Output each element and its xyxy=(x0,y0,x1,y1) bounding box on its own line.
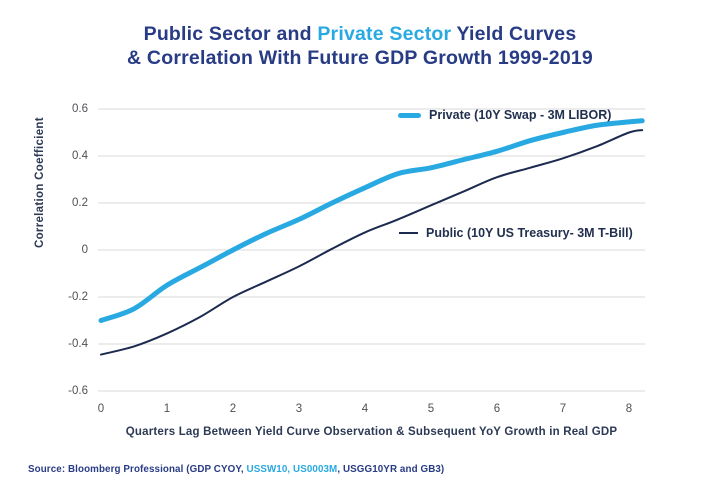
x-tick-label: 7 xyxy=(559,403,567,415)
public-line-swatch-icon xyxy=(399,232,418,234)
x-tick-label: 2 xyxy=(229,403,237,415)
source-part-cyan: USSW10, US0003M xyxy=(246,464,338,475)
y-tick-label: 0.2 xyxy=(72,197,88,209)
legend-public: Public (10Y US Treasury- 3M T-Bill) xyxy=(399,226,633,240)
public-series-line xyxy=(100,129,644,356)
y-tick-label: -0.4 xyxy=(68,338,88,350)
y-tick-label: -0.2 xyxy=(68,291,88,303)
source-part-navy: Source: Bloomberg Professional (GDP CYOY… xyxy=(28,464,247,475)
x-tick-label: 0 xyxy=(97,403,105,415)
legend-public-label: Public (10Y US Treasury- 3M T-Bill) xyxy=(426,226,633,240)
y-tick-label: 0.6 xyxy=(72,103,88,115)
x-tick-label: 5 xyxy=(427,403,435,415)
x-axis-title: Quarters Lag Between Yield Curve Observa… xyxy=(125,426,618,438)
source-part-navy-2: , USGG10YR and GB3) xyxy=(337,464,445,475)
private-series-line xyxy=(98,118,645,323)
series-lines xyxy=(98,118,645,356)
x-tick-label: 3 xyxy=(295,403,303,415)
y-tick-label: 0 xyxy=(81,244,88,256)
title-part-navy-2: Yield Curves xyxy=(451,23,577,45)
gridlines xyxy=(98,108,645,392)
x-tick-label: 4 xyxy=(361,403,369,415)
x-tick-label: 6 xyxy=(493,403,501,415)
title-part-cyan: Private Sector xyxy=(317,23,452,45)
x-tick-label: 1 xyxy=(163,403,171,415)
legend-private-label: Private (10Y Swap - 3M LIBOR) xyxy=(429,108,612,122)
title-line-2: & Correlation With Future GDP Growth 199… xyxy=(127,47,593,70)
y-tick-label: -0.6 xyxy=(68,385,88,397)
title-part-navy: Public Sector and xyxy=(143,23,318,45)
legend-private: Private (10Y Swap - 3M LIBOR) xyxy=(398,108,611,122)
page-title: Public Sector and Private Sector Yield C… xyxy=(0,22,720,71)
y-tick-label: 0.4 xyxy=(72,150,88,162)
private-line-swatch-icon xyxy=(398,112,421,118)
x-tick-label: 8 xyxy=(625,403,633,415)
title-line-1: Public Sector and Private Sector Yield C… xyxy=(0,22,720,46)
source-note: Source: Bloomberg Professional (GDP CYOY… xyxy=(28,464,444,475)
